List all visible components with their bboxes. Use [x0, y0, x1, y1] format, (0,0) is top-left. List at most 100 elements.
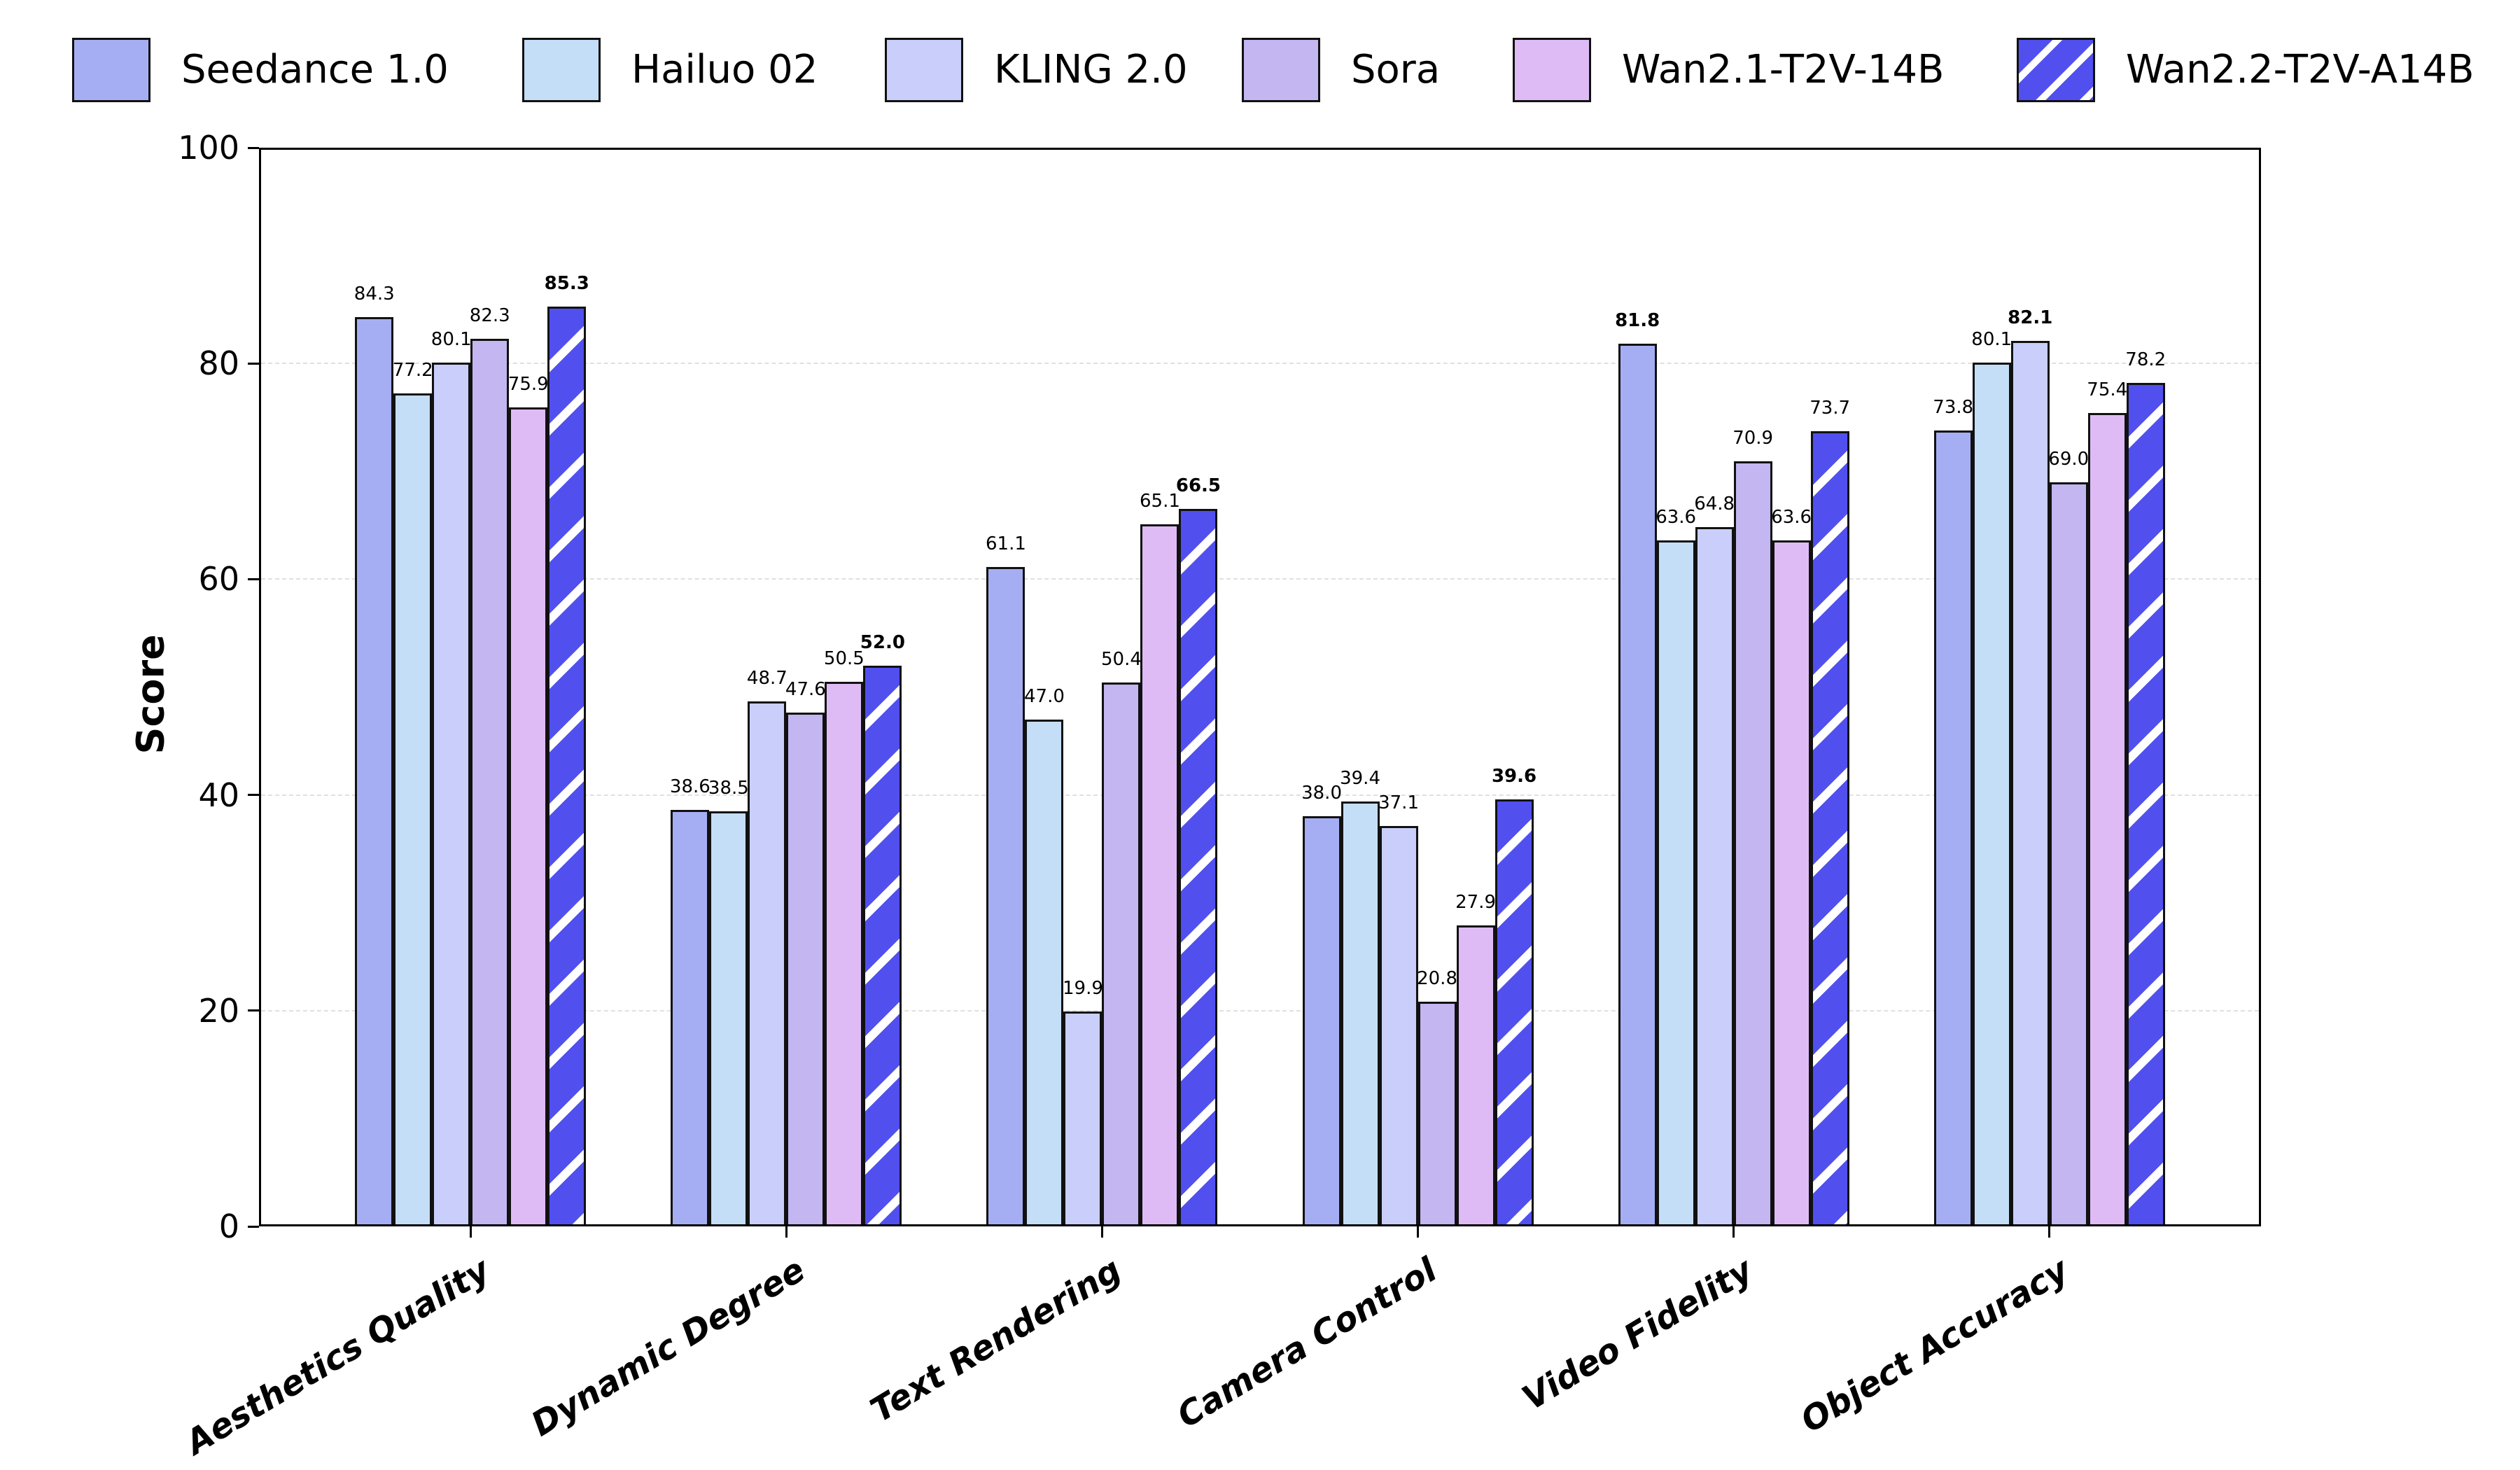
y-axis-tick: [248, 1009, 259, 1012]
x-axis-tick: [785, 1226, 788, 1238]
legend-swatch-solid: [1242, 38, 1320, 102]
bar: [2049, 482, 2088, 1226]
bar: [470, 338, 510, 1226]
bar: [1933, 430, 1973, 1226]
y-axis-tick: [248, 1225, 259, 1228]
gridline: [261, 363, 2259, 365]
legend-label: Hailuo 02: [631, 47, 818, 92]
bar: [1772, 540, 1811, 1226]
bar: [671, 810, 710, 1226]
legend-swatch-solid: [1513, 38, 1591, 102]
bar: [1025, 719, 1064, 1226]
bar-value-label: 39.4: [1340, 767, 1380, 789]
y-axis-tick-label: 80: [198, 344, 239, 383]
x-axis-tick: [1417, 1226, 1420, 1238]
x-category-label: Aesthetics Quality: [178, 1250, 497, 1463]
x-category-label: Object Accuracy: [1794, 1250, 2076, 1441]
bar-value-label: 80.1: [430, 328, 472, 350]
x-category-label: Camera Control: [1170, 1250, 1444, 1436]
y-axis-tick-label: 20: [198, 991, 239, 1030]
gridline: [261, 578, 2259, 580]
bar: [986, 567, 1026, 1226]
y-axis-tick-label: 0: [218, 1208, 239, 1245]
bar: [1656, 540, 1695, 1226]
bar-value-label: 50.4: [1100, 649, 1142, 671]
bar-value-label: 38.5: [708, 777, 749, 799]
bar: [1302, 816, 1341, 1226]
bar-value-label: 78.2: [2125, 349, 2166, 370]
y-axis-tick-label: 60: [198, 560, 239, 598]
bar: [547, 306, 587, 1226]
x-axis-tick: [1732, 1226, 1735, 1238]
bar-value-label: 73.8: [1933, 396, 1974, 418]
bar-value-label: 39.6: [1491, 765, 1537, 787]
bar: [1179, 509, 1218, 1226]
gridline: [261, 1009, 2259, 1011]
bar: [786, 713, 825, 1226]
bar: [748, 701, 787, 1226]
bar: [432, 362, 471, 1226]
bar: [509, 407, 548, 1226]
y-axis-tick: [248, 362, 259, 365]
bar: [2087, 413, 2127, 1226]
bar-value-label: 82.3: [469, 304, 510, 326]
y-axis-tick-label: 40: [198, 776, 239, 814]
legend-swatch-solid: [885, 38, 963, 102]
y-axis-tick: [248, 146, 259, 149]
bar-value-label: 38.6: [669, 776, 710, 798]
bar-value-label: 70.9: [1732, 428, 1774, 449]
bar-value-label: 75.4: [2087, 379, 2128, 401]
bar: [1102, 682, 1141, 1226]
x-category-label: Video Fidelity: [1516, 1250, 1760, 1418]
bar-value-label: 66.5: [1175, 475, 1222, 497]
bar-value-label: 52.0: [860, 631, 905, 653]
y-axis-tick: [248, 794, 259, 797]
legend-swatch-hatched: [2017, 38, 2095, 102]
bar-value-label: 73.7: [1809, 398, 1851, 419]
bar-value-label: 65.1: [1139, 490, 1180, 512]
bar-value-label: 47.0: [1023, 685, 1065, 707]
bar: [1140, 524, 1180, 1226]
bar: [1695, 527, 1734, 1226]
bar: [825, 681, 864, 1226]
bar: [1810, 431, 1849, 1226]
bar: [1063, 1011, 1102, 1226]
bar: [1494, 799, 1534, 1226]
bar: [1618, 344, 1657, 1226]
bar: [1418, 1002, 1457, 1226]
bar-value-label: 37.1: [1378, 792, 1419, 814]
y-axis-tick-label: 100: [178, 129, 239, 167]
legend-swatch-solid: [522, 38, 601, 102]
bar-value-label: 80.1: [1971, 328, 2012, 350]
x-axis-tick: [469, 1226, 472, 1238]
bar: [393, 393, 433, 1226]
bar-value-label: 27.9: [1455, 892, 1496, 913]
bar: [1340, 801, 1380, 1226]
bar-value-label: 47.6: [785, 679, 826, 701]
bar-value-label: 77.2: [392, 360, 433, 382]
bar: [1379, 826, 1418, 1226]
bar: [355, 316, 394, 1226]
legend-swatch-solid: [72, 38, 150, 102]
bar: [2010, 340, 2050, 1226]
y-axis-tick: [248, 578, 259, 580]
gridline: [261, 794, 2259, 796]
bar-value-label: 75.9: [507, 374, 549, 396]
bar: [709, 811, 748, 1226]
bar-value-label: 61.1: [985, 533, 1026, 555]
x-category-label: Text Rendering: [863, 1250, 1128, 1431]
bar-value-label: 85.3: [544, 272, 589, 294]
bar-value-label: 84.3: [354, 283, 395, 304]
bar-value-label: 50.5: [823, 648, 864, 669]
bar: [1733, 461, 1772, 1226]
bar-value-label: 64.8: [1694, 493, 1735, 515]
x-axis-tick: [1100, 1226, 1103, 1238]
bar-value-label: 69.0: [2048, 448, 2090, 470]
legend-label: KLING 2.0: [994, 47, 1188, 92]
bar: [863, 665, 902, 1226]
y-axis-title: Score: [128, 634, 173, 755]
x-axis-tick: [2048, 1226, 2051, 1238]
bar-value-label: 19.9: [1062, 978, 1103, 1000]
legend-label: Sora: [1351, 47, 1441, 92]
